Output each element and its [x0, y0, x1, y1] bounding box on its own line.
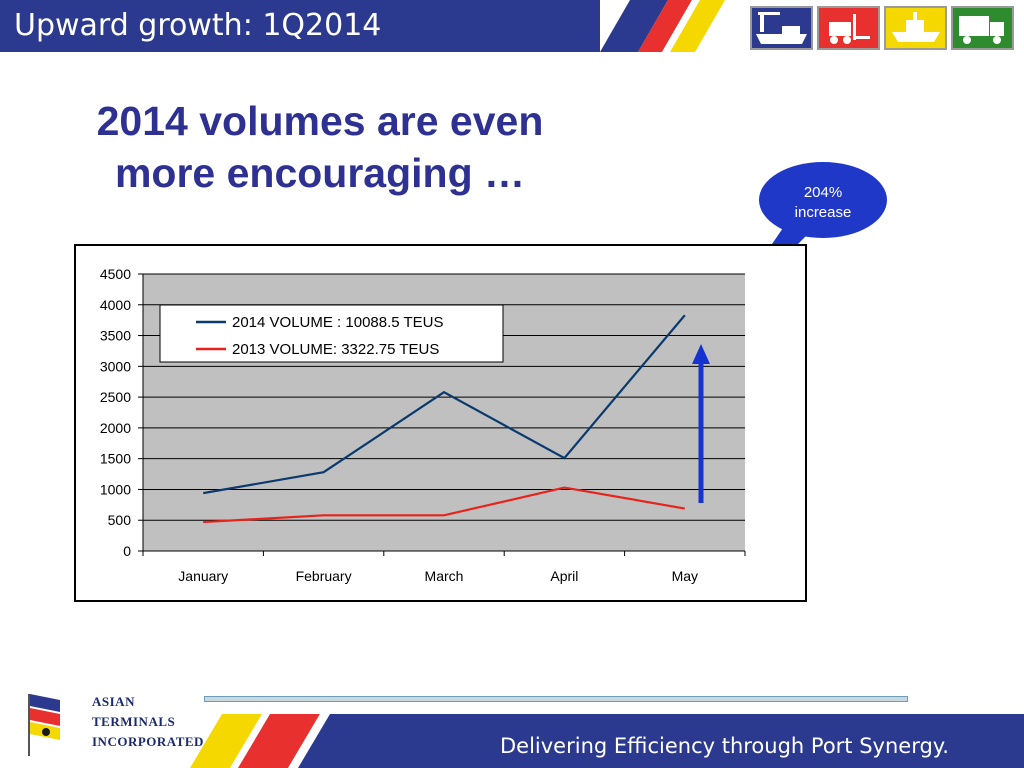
logo-text-line-3: INCORPORATED: [92, 734, 204, 749]
line-chart: 0 500 1000 1500 2000 2500 3000 3500 4000 4500 Janu…: [100, 266, 746, 584]
y-tick-label: 0: [123, 543, 131, 559]
footer-tagline: Delivering Efficiency through Port Syner…: [500, 734, 949, 758]
y-tick-label: 2000: [100, 420, 131, 436]
x-tick-label: March: [425, 568, 464, 584]
y-tick-label: 500: [108, 512, 132, 528]
y-tick-label: 4000: [100, 297, 131, 313]
legend-label: 2014 VOLUME : 10088.5 TEUS: [232, 314, 444, 331]
callout-line-1: 204%: [803, 184, 843, 201]
legend-label: 2013 VOLUME: 3322.75 TEUS: [232, 341, 439, 358]
x-tick-label: January: [178, 568, 228, 584]
header-stripes-graphic: [600, 0, 725, 52]
y-tick-label: 1000: [100, 481, 131, 497]
flag-icon: [28, 694, 60, 756]
cargo-ship-icon: [884, 6, 947, 50]
x-tick-label: April: [550, 568, 578, 584]
forklift-icon: [817, 6, 880, 50]
y-tick-label: 3500: [100, 328, 131, 344]
port-ship-icon: [750, 6, 813, 50]
x-tick-label: February: [296, 568, 352, 584]
y-tick-label: 2500: [100, 389, 131, 405]
x-tick-label: May: [672, 568, 698, 584]
slide-headline: 2014 volumes are even more encouraging …: [40, 95, 600, 199]
chart-frame: 0 500 1000 1500 2000 2500 3000 3500 4000 4500 Janu…: [74, 244, 807, 602]
headline-line-1: 2014 volumes are even: [96, 98, 544, 144]
company-logo: ASIAN TERMINALS INCORPORATED: [26, 690, 203, 760]
footer-divider: [204, 696, 908, 702]
headline-line-2: more encouraging …: [114, 150, 526, 196]
legend-box: [159, 304, 504, 363]
callout-line-2: increase: [794, 204, 852, 221]
callout-text: 204% increase: [760, 183, 886, 223]
y-tick-label: 3000: [100, 358, 131, 374]
y-tick-label: 4500: [100, 266, 131, 282]
logo-text-line-2: TERMINALS: [92, 714, 176, 729]
header-bar: Upward growth: 1Q2014: [0, 0, 1024, 55]
footer-band: [190, 714, 1024, 768]
service-logos: [750, 6, 1020, 52]
growth-arrow-head: [692, 344, 710, 364]
logo-text-line-1: ASIAN: [92, 694, 135, 709]
truck-icon: [951, 6, 1014, 50]
y-tick-label: 1500: [100, 451, 131, 467]
slide-title: Upward growth: 1Q2014: [14, 8, 382, 43]
title-banner: Upward growth: 1Q2014: [0, 0, 600, 52]
